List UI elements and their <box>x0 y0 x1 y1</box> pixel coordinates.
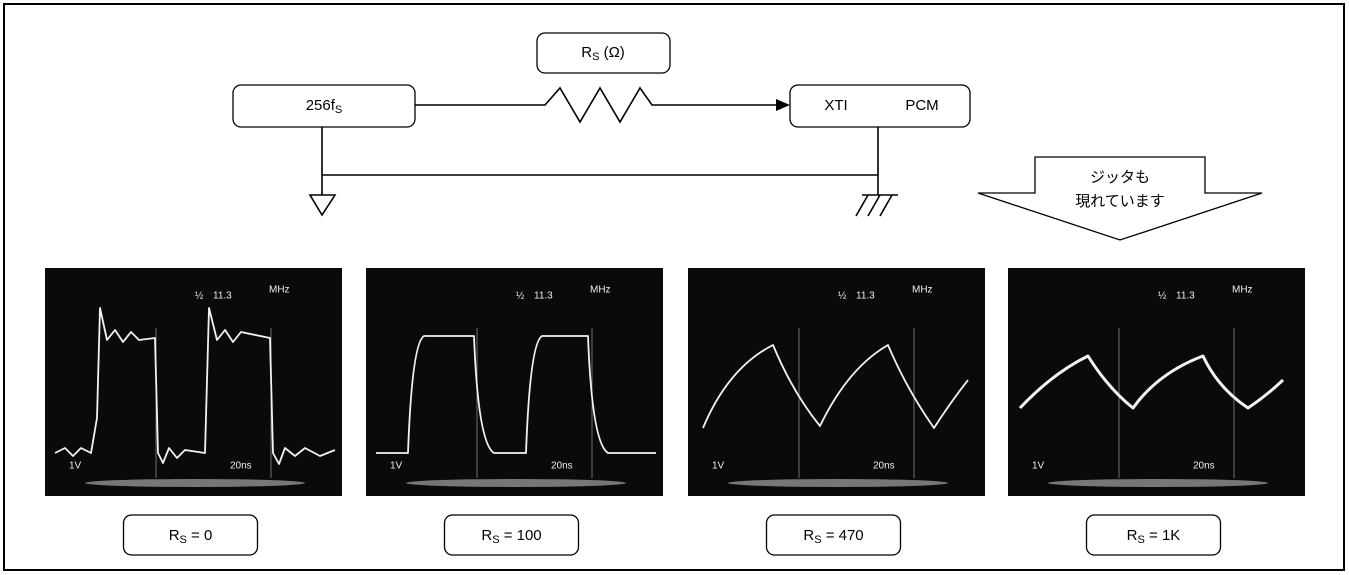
scope-volts: 1V <box>712 461 725 472</box>
scope-time: 20ns <box>551 461 573 472</box>
scope-unit: MHz <box>912 285 933 296</box>
scope-ratio: ½ <box>1158 291 1167 302</box>
resistor-label: RS (Ω) <box>581 44 625 63</box>
destination-box <box>789 84 971 128</box>
scope-time: 20ns <box>873 461 895 472</box>
caption: RS = 100 <box>481 527 541 546</box>
resistor-wire <box>415 86 778 124</box>
scope-unit: MHz <box>590 285 611 296</box>
scope-time: 20ns <box>1193 461 1215 472</box>
ground-wire <box>321 127 879 195</box>
scope-glow <box>1048 479 1268 487</box>
scope-ratio: ½ <box>516 291 525 302</box>
scope-volts: 1V <box>69 461 82 472</box>
scope-volts: 1V <box>1032 461 1045 472</box>
scope: ½ 11.3 MHz 1V 20ns <box>45 268 342 496</box>
ground-symbol <box>308 194 337 217</box>
scope: ½ 11.3 MHz 1V 20ns <box>688 268 985 496</box>
resistor-label-box <box>536 32 671 74</box>
scope-frequency: 11.3 <box>534 291 553 302</box>
source-label: 256fS <box>306 97 343 116</box>
caption-box <box>765 514 902 556</box>
scope-glow <box>406 479 626 487</box>
scope-row: ½ 11.3 MHz 1V 20ns RS = 0 ½ 11.3 MHz 1V 20ns RS = 1… <box>45 268 1305 556</box>
caption-box <box>1085 514 1222 556</box>
scope-ratio: ½ <box>838 291 847 302</box>
scope-screen <box>366 268 663 496</box>
callout-text: 現れています <box>1075 193 1165 210</box>
caption: RS = 470 <box>803 527 863 546</box>
caption: RS = 1K <box>1127 527 1181 546</box>
callout-arrow <box>977 156 1263 241</box>
waveform <box>54 307 336 465</box>
arrow-head <box>776 99 790 111</box>
chassis-ground <box>855 194 898 217</box>
scope-frequency: 11.3 <box>213 291 232 302</box>
callout-text: ジッタも <box>1090 169 1150 186</box>
scope-volts: 1V <box>390 461 403 472</box>
scope-ratio: ½ <box>195 291 204 302</box>
scope: ½ 11.3 MHz 1V 20ns <box>1008 268 1305 496</box>
waveform <box>702 344 969 429</box>
pin-label: XTI <box>824 97 847 114</box>
scope-unit: MHz <box>1232 285 1253 296</box>
waveform <box>1018 354 1285 410</box>
caption-box <box>122 514 259 556</box>
source-box <box>232 84 416 128</box>
scope: ½ 11.3 MHz 1V 20ns <box>366 268 663 496</box>
scope-time: 20ns <box>230 461 252 472</box>
scope-glow <box>85 479 305 487</box>
scope-frequency: 11.3 <box>1176 291 1195 302</box>
frame <box>3 3 1345 571</box>
pin-label: PCM <box>905 97 938 114</box>
scope-unit: MHz <box>269 285 290 296</box>
scope-screen <box>688 268 985 496</box>
scope-frequency: 11.3 <box>856 291 875 302</box>
waveform <box>376 335 656 454</box>
scope-glow <box>728 479 948 487</box>
scope-screen <box>45 268 342 496</box>
caption: RS = 0 <box>169 527 213 546</box>
caption-box <box>443 514 580 556</box>
